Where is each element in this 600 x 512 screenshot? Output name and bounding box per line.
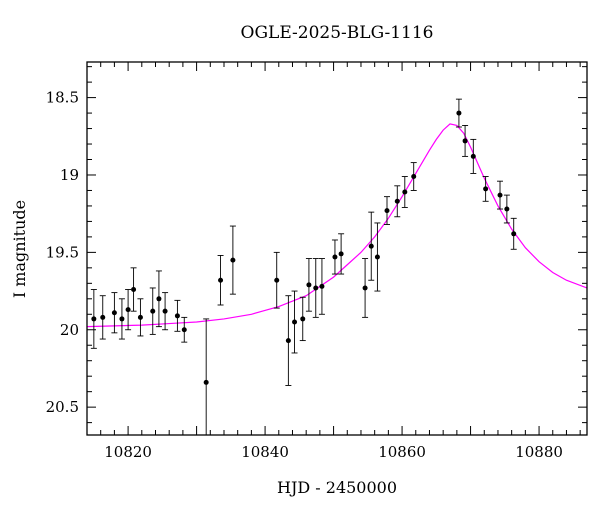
data-marker (411, 174, 417, 180)
data-point-33 (470, 138, 477, 174)
chart-title: OGLE-2025-BLG-1116 (241, 23, 434, 43)
data-marker (131, 287, 137, 293)
data-point-17 (291, 290, 298, 354)
model-curve (87, 123, 587, 328)
data-marker (292, 319, 298, 325)
data-point-13 (217, 255, 224, 306)
data-point-1 (99, 295, 106, 340)
data-point-27 (384, 196, 390, 225)
data-point-23 (338, 233, 345, 275)
data-marker (462, 138, 468, 144)
data-marker (511, 231, 517, 237)
data-marker (374, 254, 380, 260)
data-marker (384, 208, 390, 214)
data-marker (156, 296, 162, 302)
model-curve-layer (87, 123, 587, 328)
data-point-18 (299, 296, 306, 342)
data-marker (306, 282, 312, 288)
data-marker (100, 314, 106, 320)
data-marker (504, 206, 510, 212)
data-marker (394, 198, 400, 204)
data-marker (402, 189, 408, 195)
data-marker (230, 257, 236, 263)
data-marker (285, 338, 291, 344)
data-marker (456, 110, 462, 116)
y-tick-label: 20 (60, 321, 79, 339)
x-tick-label: 10860 (378, 443, 426, 461)
data-point-7 (149, 287, 156, 335)
data-marker (111, 310, 117, 316)
y-axis-label: I magnitude (10, 200, 29, 298)
data-point-32 (462, 125, 469, 157)
data-point-37 (510, 217, 517, 250)
data-marker (119, 316, 125, 322)
data-point-0 (90, 289, 97, 349)
data-point-5 (130, 267, 137, 312)
data-point-14 (229, 225, 236, 295)
data-marker (319, 283, 325, 289)
data-point-16 (285, 295, 292, 386)
data-marker (181, 327, 187, 333)
data-marker (137, 314, 143, 320)
data-point-28 (394, 185, 401, 218)
data-point-22 (331, 239, 338, 275)
y-tick-label: 19.5 (46, 243, 79, 261)
data-point-30 (410, 162, 417, 191)
x-tick-label: 10880 (515, 443, 563, 461)
x-tick-label: 10820 (104, 443, 152, 461)
axis-ticks-layer: 10820 10840 10860 10880 18.5 19 19.5 20 20.5 (46, 62, 587, 461)
data-point-9 (162, 292, 169, 331)
x-axis-label: HJD - 2450000 (277, 478, 397, 497)
data-point-29 (401, 176, 408, 208)
data-marker (274, 277, 280, 283)
data-point-11 (181, 316, 188, 343)
data-point-36 (503, 194, 510, 224)
data-marker (300, 316, 306, 322)
data-marker (150, 308, 156, 314)
data-marker (497, 192, 503, 198)
data-marker (218, 277, 224, 283)
data-point-6 (137, 298, 144, 337)
plot-frame (86, 61, 588, 436)
data-point-8 (155, 270, 162, 328)
data-marker (162, 308, 168, 314)
data-marker (368, 243, 374, 249)
data-point-10 (174, 299, 181, 332)
data-point-25 (368, 211, 375, 281)
data-marker (362, 285, 368, 291)
data-point-35 (497, 180, 504, 210)
data-marker (174, 313, 180, 319)
data-point-34 (482, 176, 489, 202)
data-point-26 (374, 222, 381, 292)
data-marker (125, 307, 131, 313)
data-point-20 (312, 258, 319, 318)
data-marker (470, 153, 476, 159)
x-tick-label: 10840 (241, 443, 289, 461)
y-tick-label: 18.5 (46, 89, 79, 107)
data-marker (203, 379, 209, 385)
data-point-2 (111, 292, 118, 334)
data-marker (313, 285, 319, 291)
data-point-3 (118, 298, 125, 340)
data-point-4 (125, 289, 132, 331)
data-marker (483, 186, 489, 192)
data-point-21 (318, 258, 325, 315)
data-point-19 (305, 258, 312, 312)
data-point-12 (203, 318, 210, 435)
y-tick-label: 20.5 (46, 398, 79, 416)
data-marker (91, 316, 97, 322)
data-point-24 (362, 258, 369, 318)
data-marker (338, 251, 344, 257)
data-marker (332, 254, 338, 260)
data-points-layer (90, 98, 517, 435)
data-point-31 (455, 98, 462, 128)
y-tick-label: 19 (60, 166, 79, 184)
data-point-15 (273, 251, 280, 309)
